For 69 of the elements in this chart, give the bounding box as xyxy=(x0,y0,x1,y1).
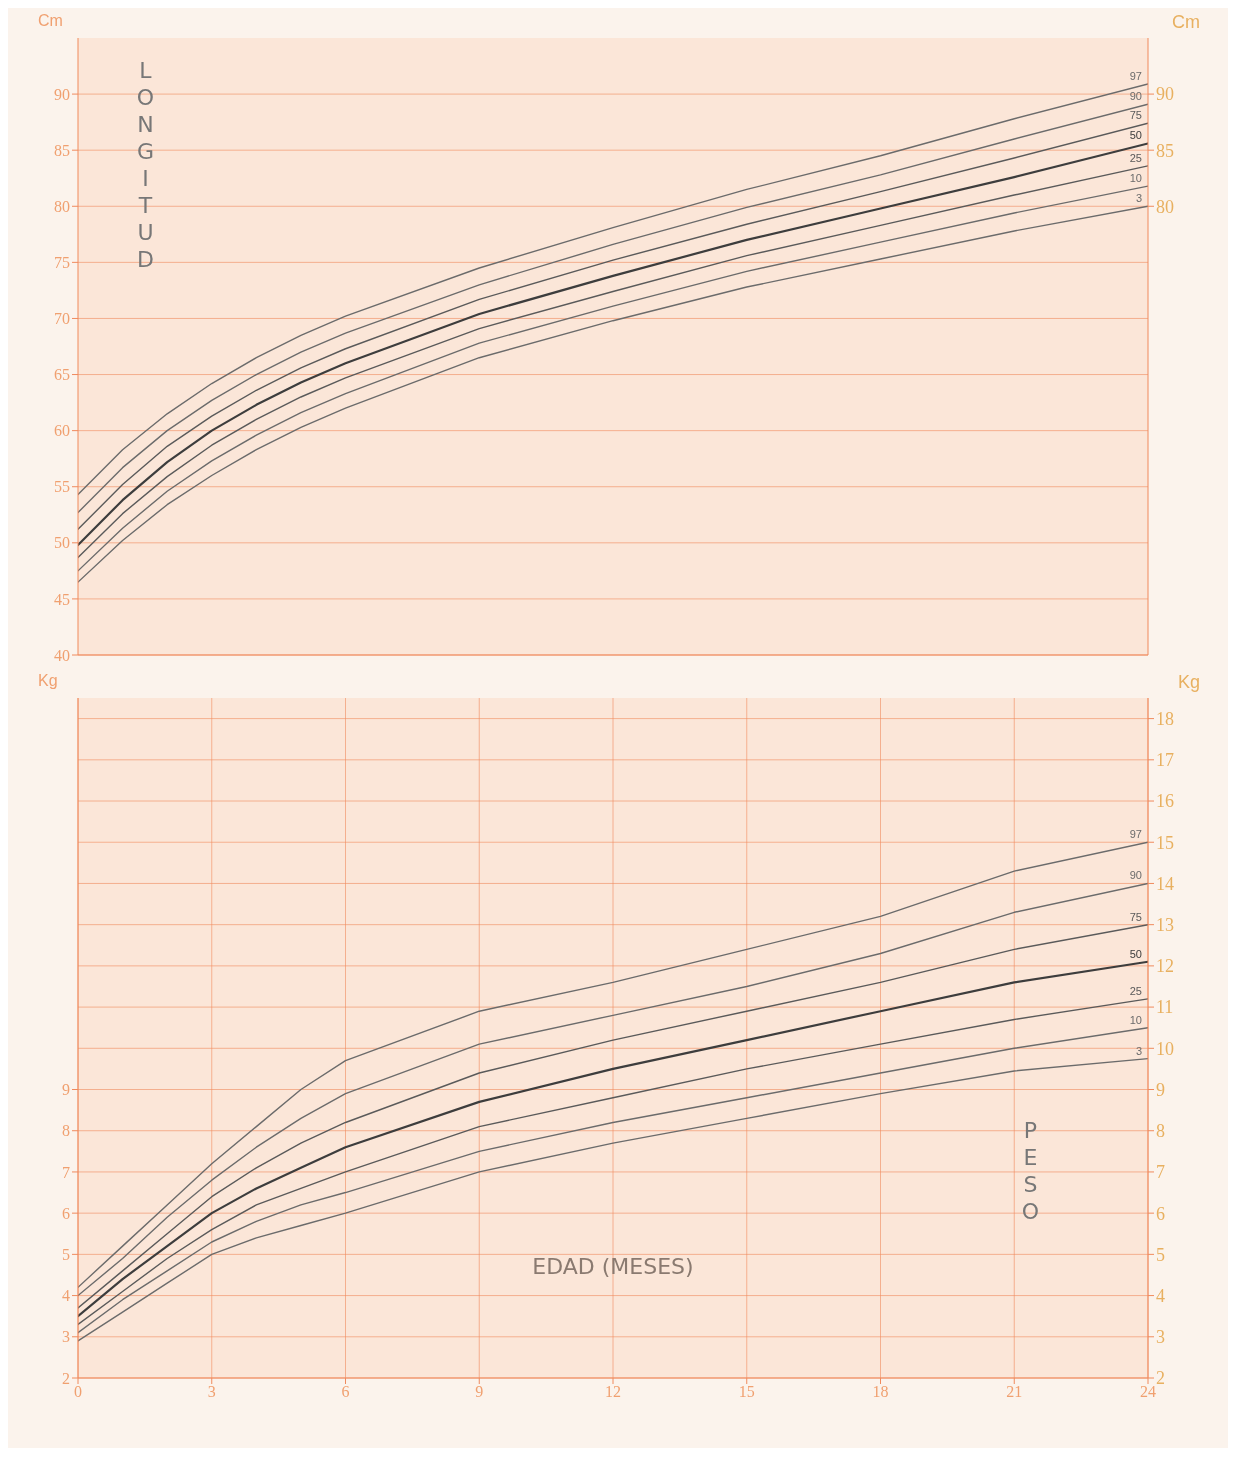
x-tick-label: 21 xyxy=(1006,1383,1023,1401)
series-label: 25 xyxy=(1129,984,1142,997)
y2-tick-label: 6 xyxy=(1156,1203,1165,1224)
y2-tick-label: 2 xyxy=(1156,1368,1165,1389)
y-tick-label: 50 xyxy=(54,534,70,552)
y2-tick-label: 3 xyxy=(1156,1327,1165,1348)
y-tick-label: 85 xyxy=(54,141,70,159)
series-label: 10 xyxy=(1129,172,1142,185)
y-tick-label: 65 xyxy=(54,366,70,384)
y-tick-label: 60 xyxy=(54,422,70,440)
series-label: 50 xyxy=(1129,947,1142,960)
y2-tick-label: 4 xyxy=(1156,1285,1165,1306)
y-tick-label: 80 xyxy=(54,197,70,215)
y2-tick-label: 14 xyxy=(1156,873,1174,894)
series-label: 25 xyxy=(1129,151,1142,164)
text: PESO xyxy=(1018,1118,1043,1226)
x-tick-label: 24 xyxy=(1140,1383,1156,1401)
series-label: 50 xyxy=(1129,129,1142,142)
series-label: 97 xyxy=(1129,828,1142,841)
y-tick-label: 7 xyxy=(62,1163,70,1181)
y2-tick-label: 15 xyxy=(1156,832,1174,853)
x-tick-label: 15 xyxy=(738,1383,755,1401)
y2-axis-title: Kg xyxy=(1177,672,1200,693)
series-label: 90 xyxy=(1129,869,1142,882)
y2-tick-label: 85 xyxy=(1156,140,1174,161)
series-label: 3 xyxy=(1135,192,1142,205)
y-tick-label: 5 xyxy=(62,1246,70,1264)
x-tick-label: 6 xyxy=(341,1383,350,1401)
series-label: 75 xyxy=(1129,910,1142,923)
series-label: 75 xyxy=(1129,109,1142,122)
y2-tick-label: 18 xyxy=(1156,709,1174,729)
y-tick-label: 3 xyxy=(62,1328,70,1346)
y-tick-label: 45 xyxy=(54,590,70,608)
series-label: 3 xyxy=(1135,1044,1142,1057)
y-axis-title: Kg xyxy=(38,672,58,690)
y-tick-label: 2 xyxy=(62,1369,70,1387)
y2-tick-label: 7 xyxy=(1156,1162,1165,1183)
y2-tick-label: 8 xyxy=(1156,1121,1165,1142)
x-tick-label: 12 xyxy=(605,1383,621,1401)
y-tick-label: 75 xyxy=(54,254,70,272)
x-tick-label: 18 xyxy=(872,1383,889,1401)
y-tick-label: 40 xyxy=(54,646,70,664)
y2-tick-label: 90 xyxy=(1156,84,1174,105)
y2-tick-label: 17 xyxy=(1156,750,1174,771)
y2-tick-label: 11 xyxy=(1156,997,1174,1018)
x-tick-label: 0 xyxy=(74,1383,82,1401)
y2-tick-label: 9 xyxy=(1156,1079,1165,1100)
y2-tick-label: 16 xyxy=(1156,791,1174,812)
y-tick-label: 4 xyxy=(62,1287,70,1305)
y2-tick-label: 13 xyxy=(1156,915,1174,936)
y2-tick-label: 80 xyxy=(1156,196,1174,217)
y-tick-label: 6 xyxy=(62,1204,70,1222)
series-label: 97 xyxy=(1129,69,1142,82)
y-tick-label: 90 xyxy=(54,85,70,103)
y2-tick-label: 5 xyxy=(1156,1244,1165,1265)
y-tick-label: 55 xyxy=(54,478,70,496)
y2-axis-title: Cm xyxy=(1172,12,1200,33)
series-label: 10 xyxy=(1129,1013,1142,1026)
series-label: 90 xyxy=(1129,90,1142,103)
y2-tick-label: 10 xyxy=(1156,1038,1174,1059)
y-tick-label: 70 xyxy=(54,310,70,328)
text: LONGITUD xyxy=(133,58,158,274)
x-axis-title: EDAD (MESES) xyxy=(532,1253,694,1279)
x-tick-label: 3 xyxy=(207,1383,216,1401)
x-tick-label: 9 xyxy=(475,1383,484,1401)
y-axis-title: Cm xyxy=(38,12,63,30)
y-tick-label: 8 xyxy=(62,1122,70,1140)
y2-tick-label: 12 xyxy=(1156,956,1174,977)
y-tick-label: 9 xyxy=(62,1081,70,1099)
